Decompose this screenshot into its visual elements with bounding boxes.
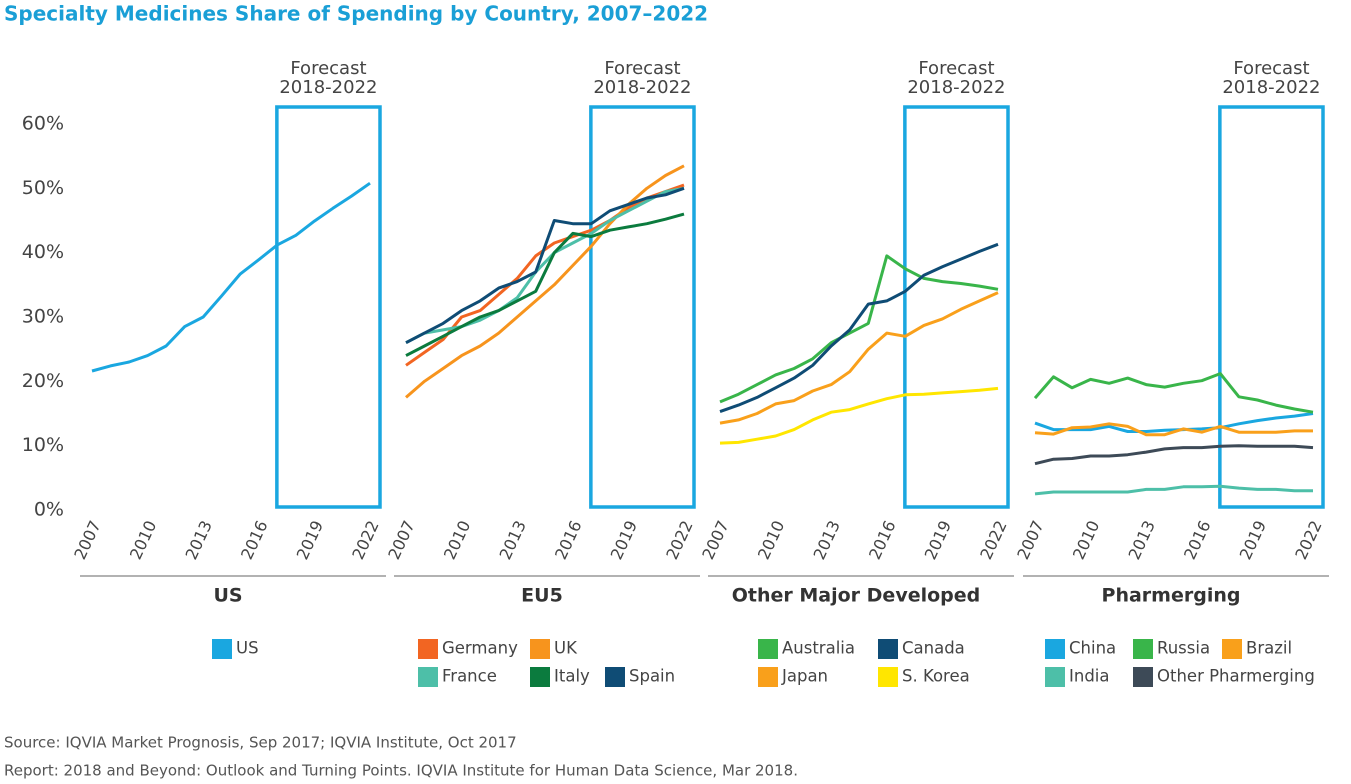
forecast-label: 2018-2022 xyxy=(279,77,377,98)
legend-label: S. Korea xyxy=(902,667,970,686)
legend-swatch xyxy=(418,667,438,687)
legend-swatch xyxy=(418,639,438,659)
legend-label: UK xyxy=(554,639,578,658)
forecast-label: Forecast xyxy=(1233,58,1309,79)
legend-label: Germany xyxy=(442,639,518,658)
y-tick-label: 60% xyxy=(22,113,64,135)
x-tick-label: 2016 xyxy=(551,518,585,563)
y-tick-label: 30% xyxy=(22,306,64,328)
legend-swatch xyxy=(1133,667,1153,687)
x-tick-label: 2010 xyxy=(1069,518,1103,563)
series-line xyxy=(405,186,685,345)
forecast-box xyxy=(275,105,382,509)
x-tick-label: 2007 xyxy=(698,518,732,563)
y-tick-label: 0% xyxy=(34,499,64,521)
x-tick-label: 2013 xyxy=(809,518,843,563)
x-tick-label: 2013 xyxy=(181,518,215,563)
legend-label: Japan xyxy=(781,667,828,686)
legend-swatch xyxy=(878,639,898,659)
legend-swatch xyxy=(1045,667,1065,687)
series-line xyxy=(405,212,685,357)
legend-swatch xyxy=(878,667,898,687)
legend-label: Russia xyxy=(1157,639,1210,658)
legend-label: Spain xyxy=(629,667,675,686)
x-tick-label: 2016 xyxy=(865,518,899,563)
x-tick-label: 2013 xyxy=(495,518,529,563)
forecast-label: 2018-2022 xyxy=(907,77,1005,98)
legend-label: Brazil xyxy=(1246,639,1292,658)
x-tick-label: 2007 xyxy=(384,518,418,563)
series-line xyxy=(719,291,999,425)
x-tick-label: 2007 xyxy=(70,518,104,563)
series-line xyxy=(1034,412,1314,433)
series-line xyxy=(405,164,685,399)
series-line xyxy=(1034,484,1313,496)
legend-swatch xyxy=(758,639,778,659)
y-tick-label: 40% xyxy=(22,241,64,263)
series-line xyxy=(1033,372,1314,414)
legend-label: France xyxy=(442,667,497,686)
forecast-box xyxy=(589,105,696,509)
x-tick-label: 2019 xyxy=(607,518,641,563)
legend-swatch xyxy=(605,667,625,687)
x-tick-label: 2010 xyxy=(754,518,788,563)
report-note: Report: 2018 and Beyond: Outlook and Tur… xyxy=(4,762,798,780)
x-tick-label: 2010 xyxy=(440,518,474,563)
x-tick-label: 2022 xyxy=(348,518,382,563)
legend-label: US xyxy=(236,639,259,658)
series-line xyxy=(91,181,371,373)
panel-label: EU5 xyxy=(521,585,563,607)
forecast-label: Forecast xyxy=(604,58,680,79)
legend-label: India xyxy=(1069,667,1110,686)
panel-label: Other Major Developed xyxy=(732,585,981,607)
x-tick-label: 2022 xyxy=(976,518,1010,563)
x-tick-label: 2010 xyxy=(126,518,160,563)
source-note: Source: IQVIA Market Prognosis, Sep 2017… xyxy=(4,734,517,752)
y-tick-label: 10% xyxy=(22,434,64,456)
legend-swatch xyxy=(758,667,778,687)
y-tick-label: 20% xyxy=(22,370,64,392)
forecast-label: Forecast xyxy=(290,58,366,79)
legend-label: Other Pharmerging xyxy=(1157,667,1315,686)
x-tick-label: 2022 xyxy=(1291,518,1325,563)
legend-swatch xyxy=(212,639,232,659)
x-tick-label: 2019 xyxy=(921,518,955,563)
legend-swatch xyxy=(1133,639,1153,659)
x-tick-label: 2019 xyxy=(1236,518,1270,563)
panel-label: Pharmerging xyxy=(1102,585,1241,607)
legend-swatch xyxy=(530,639,550,659)
legend-label: Canada xyxy=(902,639,965,658)
forecast-label: 2018-2022 xyxy=(593,77,691,98)
forecast-box xyxy=(1218,105,1325,509)
forecast-box xyxy=(903,105,1010,509)
series-line xyxy=(719,386,999,445)
legend-label: Australia xyxy=(782,639,855,658)
forecast-label: Forecast xyxy=(918,58,994,79)
series-line xyxy=(405,186,685,345)
panel-label: US xyxy=(213,585,242,607)
series-line xyxy=(1034,422,1313,437)
chart-title: Specialty Medicines Share of Spending by… xyxy=(4,2,708,26)
x-tick-label: 2022 xyxy=(662,518,696,563)
x-tick-label: 2016 xyxy=(237,518,271,563)
series-line xyxy=(719,242,999,414)
legend-swatch xyxy=(1222,639,1242,659)
y-tick-label: 50% xyxy=(22,177,64,199)
legend-label: Italy xyxy=(554,667,590,686)
x-tick-label: 2019 xyxy=(293,518,327,563)
forecast-label: 2018-2022 xyxy=(1222,77,1320,98)
series-line xyxy=(719,254,999,404)
x-tick-label: 2013 xyxy=(1124,518,1158,563)
series-line xyxy=(1034,444,1314,466)
legend-swatch xyxy=(530,667,550,687)
x-tick-label: 2007 xyxy=(1013,518,1047,563)
x-tick-label: 2016 xyxy=(1180,518,1214,563)
legend-label: China xyxy=(1069,639,1116,658)
legend-swatch xyxy=(1045,639,1065,659)
